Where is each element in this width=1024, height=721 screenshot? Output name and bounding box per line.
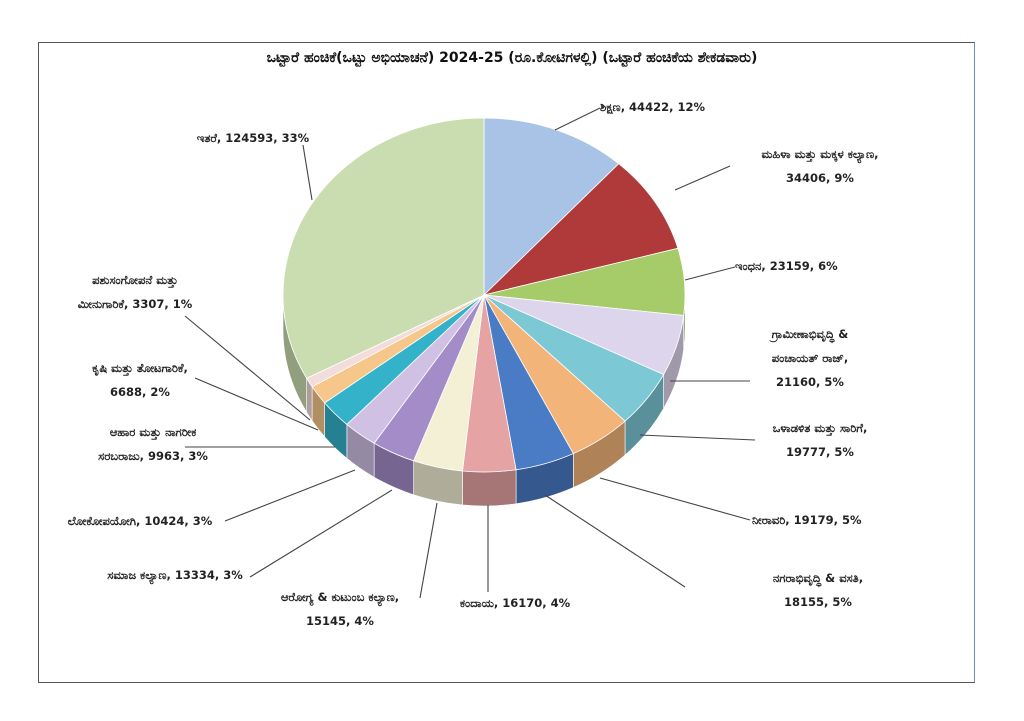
data-label: ಮೀನುಗಾರಿಕೆ, 3307, 1% xyxy=(78,297,193,311)
leader-line xyxy=(554,107,601,131)
leader-line xyxy=(302,144,313,201)
data-label: ಇಂಧನ, 23159, 6% xyxy=(735,259,838,273)
data-label: ಒಳಾಡಳಿತ ಮತ್ತು ಸಾರಿಗೆ, xyxy=(773,421,868,436)
pie-slices xyxy=(282,117,686,473)
chart-frame xyxy=(38,42,975,683)
data-label: ಆರೋಗ್ಯ & ಕುಟುಂಬ ಕಲ್ಯಾಣ, xyxy=(281,590,399,607)
leader-line xyxy=(674,165,731,191)
pie-slice xyxy=(482,163,679,296)
data-label: ಕಂದಾಯ, 16170, 4% xyxy=(460,596,571,610)
data-label: ಆಹಾರ ಮತ್ತು ನಾಗರೀಕ xyxy=(110,425,197,440)
data-label: ಕೃಷಿ ಮತ್ತು ತೋಟಗಾರಿಕೆ, xyxy=(92,361,188,377)
data-label: ನಗರಾಭಿವೃದ್ಧಿ & ವಸತಿ, xyxy=(773,571,863,588)
data-label: ಲೋಕೋಪಯೋಗಿ, 10424, 3% xyxy=(68,514,213,528)
data-label: 18155, 5% xyxy=(784,595,852,609)
leader-line xyxy=(544,494,686,588)
data-label: ನೀರಾವರಿ, 19179, 5% xyxy=(752,513,862,527)
data-label: 21160, 5% xyxy=(776,375,844,389)
leader-line xyxy=(194,377,319,431)
data-label: 15145, 4% xyxy=(306,614,374,628)
leader-line xyxy=(684,266,736,281)
data-label: ಶಿಕ್ಷಣ, 44422, 12% xyxy=(600,100,705,115)
data-label: 6688, 2% xyxy=(110,385,170,399)
pie-slice xyxy=(282,117,485,379)
chart-title: ಒಟ್ಟಾರೆ ಹಂಚಿಕೆ(ಒಟ್ಟು ಅಭಿಯಾಚನೆ) 2024-25 (… xyxy=(266,50,758,66)
leader-line xyxy=(249,489,393,578)
leader-line xyxy=(419,502,438,599)
pie-side-7 xyxy=(462,469,517,507)
leader-line xyxy=(599,477,751,521)
data-label: ಸಮಾಜ ಕಲ್ಯಾಣ, 13334, 3% xyxy=(107,568,243,585)
data-label: 19777, 5% xyxy=(786,445,854,459)
data-label: ಪಶುಸಂಗೋಪನೆ ಮತ್ತು xyxy=(92,273,178,288)
leader-lines xyxy=(184,107,756,599)
data-label: ಗ್ರಾಮೀಣಾಭಿವೃದ್ಧಿ & xyxy=(768,327,848,344)
data-label: ಸರಬರಾಜು, 9963, 3% xyxy=(98,449,208,463)
leader-line xyxy=(184,315,311,421)
data-label: 34406, 9% xyxy=(786,171,854,185)
leader-line xyxy=(224,469,356,522)
data-label: ಇತರೆ, 124593, 33% xyxy=(197,131,310,145)
data-label: ಪಂಚಾಯತ್ ರಾಜ್, xyxy=(772,351,849,365)
slice-labels: ಶಿಕ್ಷಣ, 44422, 12% ಮಹಿಳಾ ಮತ್ತು ಮಕ್ಕಳ ಕಲ್ಯ… xyxy=(68,100,879,628)
data-label: ಮಹಿಳಾ ಮತ್ತು ಮಕ್ಕಳ ಕಲ್ಯಾಣ, xyxy=(761,147,878,164)
leader-line xyxy=(639,434,756,441)
